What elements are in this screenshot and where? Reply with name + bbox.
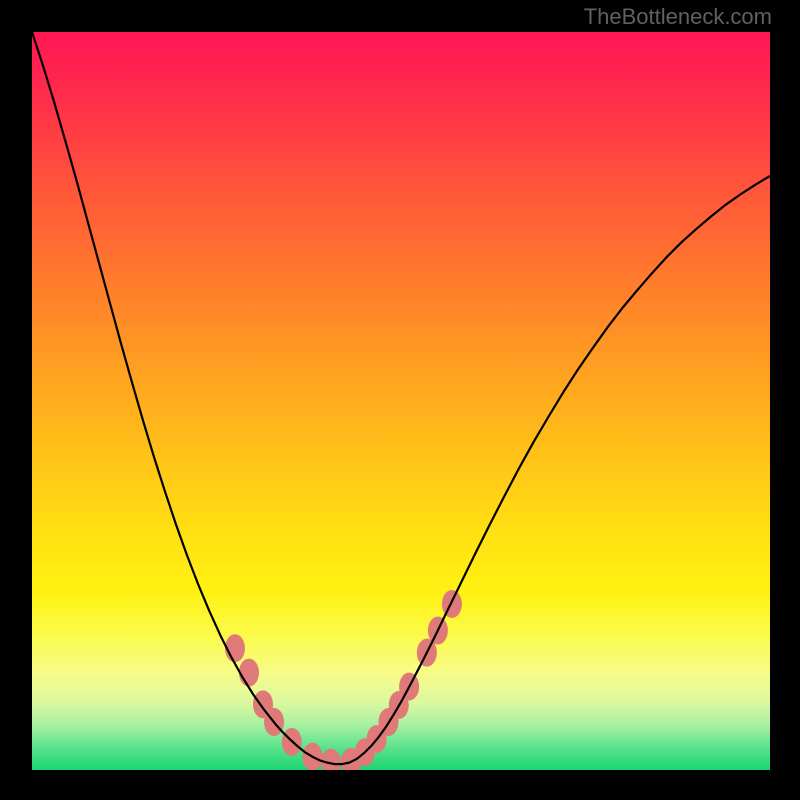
plot-area bbox=[32, 32, 770, 770]
chart-svg bbox=[32, 32, 770, 770]
watermark-text: TheBottleneck.com bbox=[584, 4, 772, 30]
chart-container: TheBottleneck.com bbox=[0, 0, 800, 800]
gradient-background bbox=[32, 32, 770, 770]
data-marker bbox=[239, 659, 259, 687]
